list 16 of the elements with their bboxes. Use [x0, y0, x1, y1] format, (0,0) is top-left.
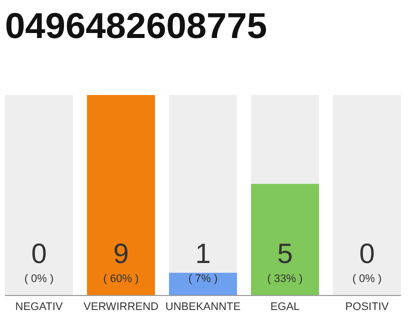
data-label: 9	[113, 238, 129, 269]
chart-title: 0496482608775	[5, 5, 267, 46]
annotation: ( 33% )	[267, 273, 303, 285]
x-tick-label: EGAL	[270, 300, 300, 313]
data-label: 5	[277, 238, 293, 269]
annotation: ( 60% )	[103, 273, 139, 285]
annotation: ( 7% )	[188, 273, 218, 285]
data-label: 0	[359, 238, 375, 269]
data-label: 0	[31, 238, 47, 269]
x-tick-label: VERWIRREND	[84, 300, 159, 313]
data-label: 1	[195, 238, 211, 269]
x-tick-label: NEGATIV	[15, 300, 64, 313]
x-tick-label: POSITIV	[345, 300, 390, 313]
x-tick-label: UNBEKANNTE	[165, 300, 241, 313]
annotation: ( 0% )	[352, 273, 382, 285]
annotation: ( 0% )	[24, 273, 54, 285]
